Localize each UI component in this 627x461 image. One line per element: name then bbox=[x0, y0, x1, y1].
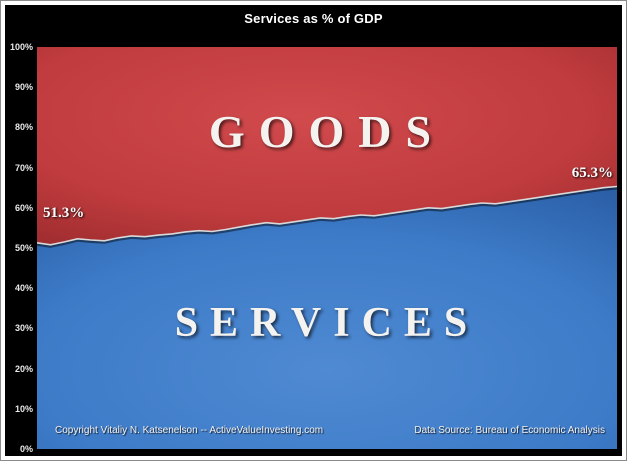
y-axis-tick-label: 80% bbox=[14, 122, 33, 133]
stacked-area-chart bbox=[37, 47, 617, 449]
y-axis-tick-label: 100% bbox=[9, 42, 33, 52]
copyright-text: Copyright Vitaliy N. Katsenelson -- Acti… bbox=[55, 425, 324, 436]
y-axis-tick-label: 70% bbox=[14, 162, 33, 173]
boundary-shadow bbox=[37, 186, 617, 248]
end-value-annotation: 65.3% bbox=[571, 165, 613, 181]
data-source-text: Data Source: Bureau of Economic Analysis bbox=[414, 425, 605, 436]
y-axis: 100% 90% 80% 70% 60% 50% 40% 30% 20% 10% 0% bbox=[5, 5, 622, 456]
y-axis-tick-label: 90% bbox=[14, 82, 33, 93]
start-value-annotation: 51.3% bbox=[43, 205, 85, 221]
goods-area bbox=[37, 47, 617, 245]
y-axis-tick-label: 50% bbox=[14, 243, 33, 253]
y-axis-tick-label: 60% bbox=[14, 202, 33, 213]
y-axis-tick-label: 20% bbox=[14, 363, 33, 374]
y-axis-tick-label: 10% bbox=[14, 403, 33, 414]
y-axis-tick-label: 30% bbox=[14, 323, 33, 334]
y-axis-tick-label: 0% bbox=[19, 444, 33, 454]
services-area bbox=[37, 186, 617, 449]
boundary-line bbox=[37, 185, 617, 246]
plot-area: GOODS SERVICES 51.3% 65.3% Copyright Vit… bbox=[37, 47, 617, 449]
y-axis-tick-label: 40% bbox=[14, 283, 33, 294]
chart-title: Services as % of GDP bbox=[244, 11, 383, 26]
chart-canvas: Services as % of GDP 100% 90% 80% 70% 60% 50%… bbox=[5, 5, 622, 456]
